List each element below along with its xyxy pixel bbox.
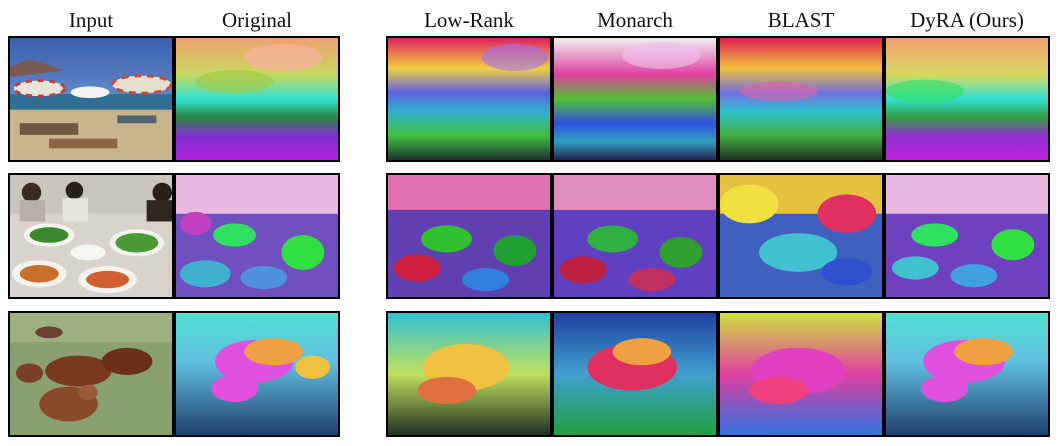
row1-low-rank-feature-map xyxy=(386,36,552,162)
row3-low-rank-feature-map xyxy=(386,311,552,437)
row1-original-feature-map xyxy=(174,36,340,162)
column-header-monarch: Monarch xyxy=(597,8,673,32)
row2-monarch-feature-map xyxy=(552,173,718,299)
row1-monarch-feature-map xyxy=(552,36,718,162)
row1-blast-feature-map xyxy=(718,36,884,162)
column-header-original: Original xyxy=(222,8,292,32)
row3-original-feature-map xyxy=(174,311,340,437)
row3-blast-feature-map xyxy=(718,311,884,437)
column-header-blast: BLAST xyxy=(767,8,835,32)
row2-input-photo xyxy=(8,173,174,299)
row3-input-photo xyxy=(8,311,174,437)
row2-dyra-feature-map xyxy=(884,173,1050,299)
row1-dyra-feature-map xyxy=(884,36,1050,162)
column-header-dyra: DyRA (Ours) xyxy=(910,8,1024,32)
column-header-low-rank: Low-Rank xyxy=(424,8,514,32)
row2-blast-feature-map xyxy=(718,173,884,299)
row3-dyra-feature-map xyxy=(884,311,1050,437)
row3-monarch-feature-map xyxy=(552,311,718,437)
row2-low-rank-feature-map xyxy=(386,173,552,299)
row2-original-feature-map xyxy=(174,173,340,299)
column-header-input: Input xyxy=(68,8,114,32)
row1-input-photo xyxy=(8,36,174,162)
